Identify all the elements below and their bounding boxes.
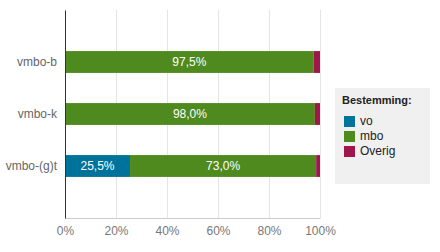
x-tick-label: 60% [206,224,230,238]
y-tick-label: vmbo-(g)t [6,159,58,173]
data-label: 25,5% [80,159,114,173]
x-tick: 80% [257,218,281,238]
legend-label: vo [360,114,373,128]
legend-swatch [344,146,355,157]
x-tick: 100% [305,218,336,238]
bar-segment [314,51,320,73]
legend-title: Bestemming: [342,94,412,106]
x-tick-label: 40% [155,224,179,238]
data-label: 73,0% [206,159,240,173]
y-tick: vmbo-(g)t [6,159,65,173]
bar-segment [315,103,320,125]
x-axis: 0% 20% 40% 60% 80% 100% [57,218,336,238]
legend: Bestemming: vomboOverig [335,88,430,184]
data-label: 97,5% [172,55,206,69]
grid-line [65,10,66,218]
legend-swatch [344,116,355,127]
y-tick-label: vmbo-b [17,55,57,69]
y-tick: vmbo-k [18,107,65,121]
bar-segment [65,51,314,73]
x-tick-label: 80% [257,224,281,238]
y-axis-line [65,11,66,219]
bar-segment [316,155,320,177]
legend-swatch [344,131,355,142]
x-tick: 0% [57,218,75,238]
bars [65,51,320,177]
legend-label: mbo [360,129,384,143]
x-tick-label: 0% [57,224,75,238]
grid [65,10,320,218]
legend-label: Overig [360,144,395,158]
x-tick: 60% [206,218,230,238]
x-tick-label: 20% [104,224,128,238]
chart-container: 25,5% 97,5% 98,0% 73,0% 0% 20% 40% 60% 80% 100% vm… [0,0,440,252]
x-tick: 20% [104,218,128,238]
y-tick-label: vmbo-k [18,107,58,121]
y-axis: vmbo-b vmbo-k vmbo-(g)t [6,11,66,219]
bar-segment [130,155,316,177]
data-label: 98,0% [173,107,207,121]
chart-svg: 25,5% 97,5% 98,0% 73,0% 0% 20% 40% 60% 80% 100% vm… [0,0,440,252]
bar-segment [65,155,130,177]
data-labels: 25,5% 97,5% 98,0% 73,0% [80,55,240,173]
x-axis-line [66,218,321,219]
bar-segment [65,103,315,125]
x-tick: 40% [155,218,179,238]
legend-box [335,88,430,184]
y-tick: vmbo-b [17,55,65,69]
x-tick-label: 100% [305,224,336,238]
